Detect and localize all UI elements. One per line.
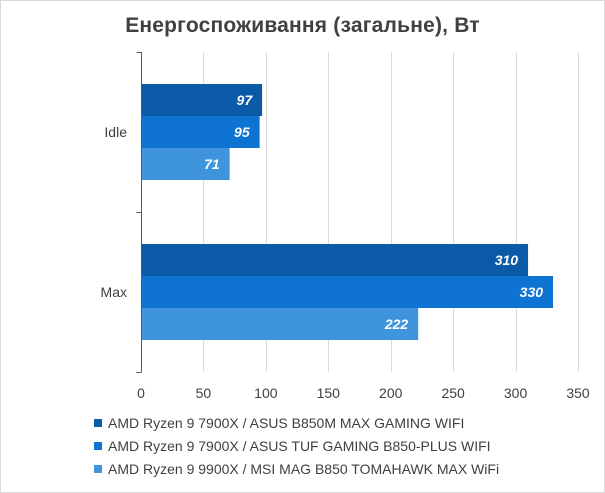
- data-label-idle-series-3: 71: [204, 156, 220, 172]
- bar-idle-series-2: [142, 116, 260, 148]
- legend-item-1: AMD Ryzen 9 7900X / ASUS B850M MAX GAMIN…: [94, 413, 499, 433]
- bar-max-series-1: [142, 244, 529, 276]
- legend-swatch-3: [94, 465, 102, 473]
- data-label-max-series-3: 222: [384, 316, 409, 332]
- legend-swatch-1: [94, 419, 102, 427]
- legend-swatch-2: [94, 442, 102, 450]
- x-tick-label-5: 250: [441, 385, 465, 401]
- category-label-idle: Idle: [104, 124, 127, 140]
- x-tick-label-4: 200: [379, 385, 403, 401]
- legend-item-3: AMD Ryzen 9 9900X / MSI MAG B850 TOMAHAW…: [94, 459, 499, 479]
- chart-title: Енергоспоживання (загальне), Вт: [125, 14, 480, 37]
- legend-label-2: AMD Ryzen 9 7900X / ASUS TUF GAMING B850…: [108, 438, 491, 454]
- x-tick-label-7: 350: [566, 385, 590, 401]
- data-label-max-series-2: 330: [520, 284, 544, 300]
- data-label-idle-series-2: 95: [234, 124, 250, 140]
- bar-max-series-2: [142, 276, 554, 308]
- x-tick-label-1: 50: [196, 385, 212, 401]
- category-label-max: Max: [101, 284, 127, 300]
- x-tick-label-3: 150: [317, 385, 341, 401]
- bar-idle-series-1: [142, 84, 263, 116]
- legend-item-2: AMD Ryzen 9 7900X / ASUS TUF GAMING B850…: [94, 436, 499, 456]
- bar-idle-series-3: [142, 148, 230, 180]
- x-tick-label-0: 0: [137, 385, 145, 401]
- bar-max-series-3: [142, 308, 419, 340]
- x-tick-label-2: 100: [254, 385, 278, 401]
- legend-label-3: AMD Ryzen 9 9900X / MSI MAG B850 TOMAHAW…: [108, 461, 500, 477]
- data-label-max-series-1: 310: [495, 252, 519, 268]
- legend-label-1: AMD Ryzen 9 7900X / ASUS B850M MAX GAMIN…: [108, 415, 465, 431]
- data-label-idle-series-1: 97: [237, 92, 254, 108]
- legend: AMD Ryzen 9 7900X / ASUS B850M MAX GAMIN…: [94, 413, 499, 482]
- x-tick-label-6: 300: [504, 385, 528, 401]
